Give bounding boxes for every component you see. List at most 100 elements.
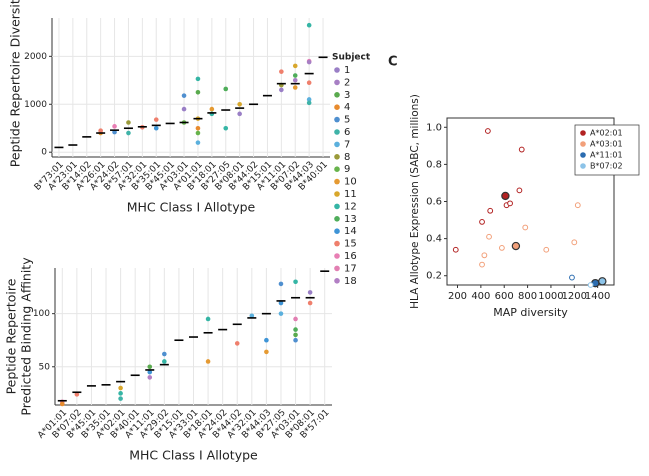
subject-point [306, 59, 312, 65]
subject-point [195, 130, 201, 136]
subject-point [162, 351, 167, 357]
subject-point [59, 401, 65, 407]
legend-label: 7 [344, 139, 350, 150]
legend-label: 2 [344, 77, 350, 88]
subject-point [307, 300, 313, 306]
subject-point [195, 125, 201, 131]
legend-label: 13 [344, 214, 357, 225]
legend-swatch [334, 154, 340, 160]
subject-point [195, 140, 201, 145]
legend-swatch [334, 116, 340, 123]
subject-point [195, 76, 201, 82]
y-tick-label: 0.4 [426, 234, 442, 245]
subject-point [162, 359, 167, 364]
point [481, 252, 488, 259]
point [543, 246, 550, 253]
legend-swatch [334, 104, 340, 110]
legend-swatch [334, 92, 340, 98]
subject-point [147, 375, 153, 380]
point [518, 146, 525, 153]
subject-point [292, 63, 298, 69]
legend-label: 14 [344, 226, 357, 237]
legend-label: 17 [344, 263, 357, 274]
legend-label: 4 [344, 102, 350, 113]
legend-label: 10 [344, 177, 357, 188]
legend-label: A*02:01 [590, 129, 623, 138]
legend-swatch [334, 191, 340, 197]
subject-point [237, 101, 242, 107]
subject-point [209, 106, 215, 112]
point [479, 261, 485, 268]
legend-label: 8 [344, 152, 350, 163]
subject-point [205, 316, 211, 322]
legend-title: Subject [332, 53, 371, 63]
subject-point [293, 327, 298, 332]
legend-label: 9 [344, 164, 350, 175]
point [574, 202, 581, 209]
x-tick-label: 600 [495, 291, 514, 302]
point [511, 241, 521, 251]
subject-point [293, 332, 298, 338]
legend-label: 11 [344, 189, 357, 200]
subject-point [126, 130, 131, 136]
subject-point [278, 311, 284, 316]
legend-swatch [334, 79, 340, 86]
legend-swatch [580, 163, 586, 169]
x-tick-label: 1400 [585, 291, 610, 302]
subject-point [205, 359, 211, 364]
point [501, 191, 510, 201]
subject-point [153, 125, 159, 131]
legend-label: 15 [344, 239, 357, 250]
y-axis-label: Predicted Binding Affinity [19, 257, 34, 416]
legend-swatch [334, 203, 340, 210]
y-tick-label: 2000 [24, 52, 47, 62]
subject-point [118, 396, 123, 401]
legend-swatch [580, 141, 586, 147]
legend-swatch [334, 253, 340, 259]
legend-swatch [334, 216, 340, 222]
legend-label: 1 [344, 65, 350, 76]
subject-point [292, 73, 298, 78]
legend-label: 6 [344, 127, 350, 138]
point [486, 233, 492, 240]
subject-point [278, 300, 284, 306]
subject-point [279, 87, 284, 93]
legend-label: 3 [344, 90, 350, 101]
x-axis-label: MHC Class I Allotype [127, 200, 256, 215]
point [452, 246, 459, 253]
legend-swatch [334, 129, 340, 135]
point [479, 219, 485, 225]
point [569, 274, 575, 281]
point [498, 244, 505, 251]
subject-point [279, 69, 284, 74]
x-tick-label: 800 [518, 291, 537, 302]
y-tick-label: 0.6 [426, 197, 442, 208]
subject-point [118, 391, 123, 396]
point [571, 239, 578, 246]
subject-point [153, 117, 159, 122]
subject-point [278, 281, 284, 287]
subject-point [249, 313, 255, 319]
subject-point [181, 93, 187, 98]
legend-swatch [334, 67, 340, 73]
subject-point [74, 392, 80, 397]
subject-point [306, 80, 312, 86]
subject-point [237, 111, 242, 117]
panel-letter: C [388, 55, 398, 70]
y-axis-label: Peptide Repertoire [4, 278, 19, 394]
legend-label: A*11:01 [590, 151, 623, 160]
legend-swatch [334, 166, 340, 172]
subject-point [292, 85, 298, 90]
subject-point [147, 369, 153, 375]
y-tick-label: 0.8 [426, 159, 442, 170]
point [598, 277, 607, 286]
legend-label: B*07:02 [590, 162, 623, 171]
x-axis-label: MHC Class I Allotype [129, 448, 258, 463]
y-tick-label: 0 [41, 148, 47, 158]
subject-point [195, 89, 201, 95]
legend-label: 16 [344, 251, 357, 262]
legend-label: A*03:01 [590, 140, 623, 149]
y-axis-label: HLA Allotype Expression (SABC, millions) [409, 94, 421, 309]
x-axis-label: MAP diversity [493, 306, 568, 319]
